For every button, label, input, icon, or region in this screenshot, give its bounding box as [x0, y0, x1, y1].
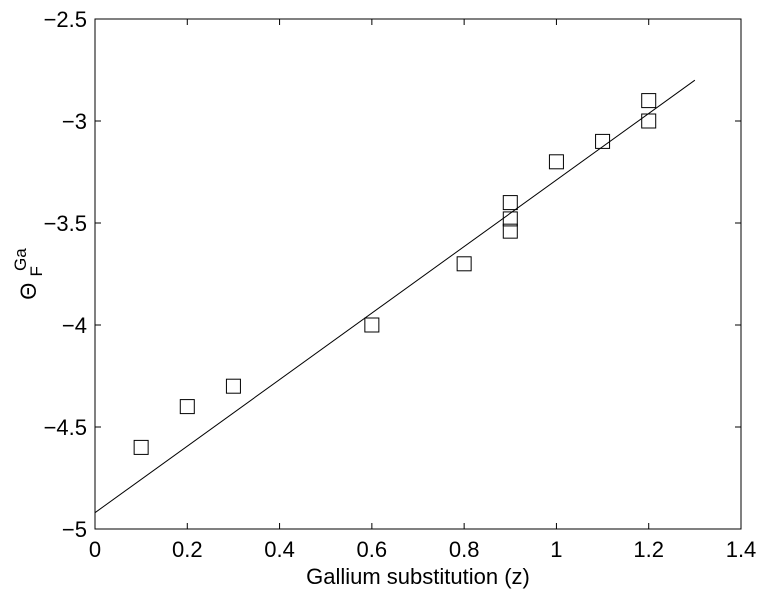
data-point	[548, 154, 564, 170]
ticks-layer	[94, 18, 742, 530]
plot-frame	[94, 18, 742, 530]
data-point	[364, 317, 380, 333]
data-point	[641, 113, 657, 129]
data-point	[641, 93, 657, 109]
data-points-layer	[133, 93, 657, 455]
fit-line	[94, 79, 696, 514]
tick-labels-layer: 0 0.2 0.4 0.6 0.8 1 1.2 1.4 −5 −4.5 −4 −3.5 −3 −2.5	[44, 7, 757, 562]
x-tick-label: 0.2	[172, 537, 203, 562]
data-point	[456, 256, 472, 272]
data-point	[502, 223, 518, 239]
data-point	[179, 399, 195, 415]
x-tick-label: 0.4	[264, 537, 295, 562]
y-tick-label: −3	[62, 109, 87, 134]
y-axis-label: Θ F Ga	[11, 248, 47, 300]
x-tick-label: 1	[550, 537, 562, 562]
y-tick-label: −4.5	[44, 415, 87, 440]
y-axis-label-superscript: Ga	[11, 248, 30, 271]
y-axis-label-subscript: F	[27, 266, 46, 276]
x-tick-label: 1.4	[726, 537, 757, 562]
y-tick-label: −2.5	[44, 7, 87, 32]
y-axis-label-base: Θ	[16, 283, 41, 300]
x-tick-label: 0	[89, 537, 101, 562]
fit-line-layer	[94, 79, 696, 514]
data-point	[502, 211, 518, 227]
data-point	[225, 378, 241, 394]
data-point	[133, 439, 149, 455]
y-tick-label: −5	[62, 517, 87, 542]
x-tick-label: 0.8	[449, 537, 480, 562]
data-point	[595, 133, 611, 149]
x-tick-label: 0.6	[357, 537, 388, 562]
x-axis-label: Gallium substitution (z)	[306, 564, 530, 589]
data-point	[502, 195, 518, 211]
x-tick-label: 1.2	[633, 537, 664, 562]
y-tick-label: −4	[62, 313, 87, 338]
y-tick-label: −3.5	[44, 211, 87, 236]
